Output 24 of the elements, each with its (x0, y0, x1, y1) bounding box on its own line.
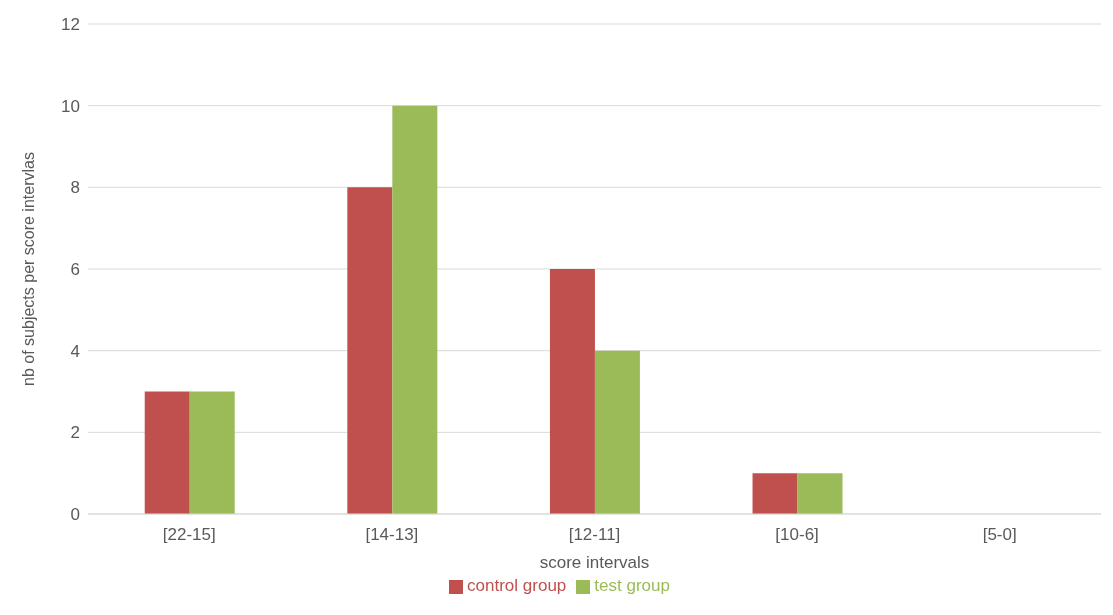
y-tick-label: 6 (70, 260, 80, 280)
bar (549, 269, 595, 514)
bar (189, 391, 235, 514)
bar (594, 350, 640, 514)
bar (144, 391, 190, 514)
bar (392, 105, 438, 514)
y-tick-label: 12 (61, 15, 80, 35)
x-tick-label: [5-0] (982, 525, 1017, 545)
bar (347, 187, 393, 514)
y-tick-label: 0 (70, 505, 80, 525)
x-tick-label: [14-13] (365, 525, 419, 545)
x-tick-label: [10-6] (775, 525, 819, 545)
legend-label: test group (594, 576, 670, 595)
x-tick-label: [22-15] (162, 525, 216, 545)
bar (752, 473, 798, 514)
x-tick-label: [12-11] (568, 525, 621, 545)
y-axis-title: nb of subjects per score intervlas (19, 152, 37, 386)
bar (797, 473, 843, 514)
y-tick-label: 2 (70, 423, 80, 443)
y-tick-label: 10 (61, 96, 80, 116)
legend-label: control group (467, 576, 567, 595)
y-tick-label: 4 (70, 341, 80, 361)
x-axis-title: score intervals (539, 553, 650, 572)
y-tick-label: 8 (70, 178, 80, 198)
